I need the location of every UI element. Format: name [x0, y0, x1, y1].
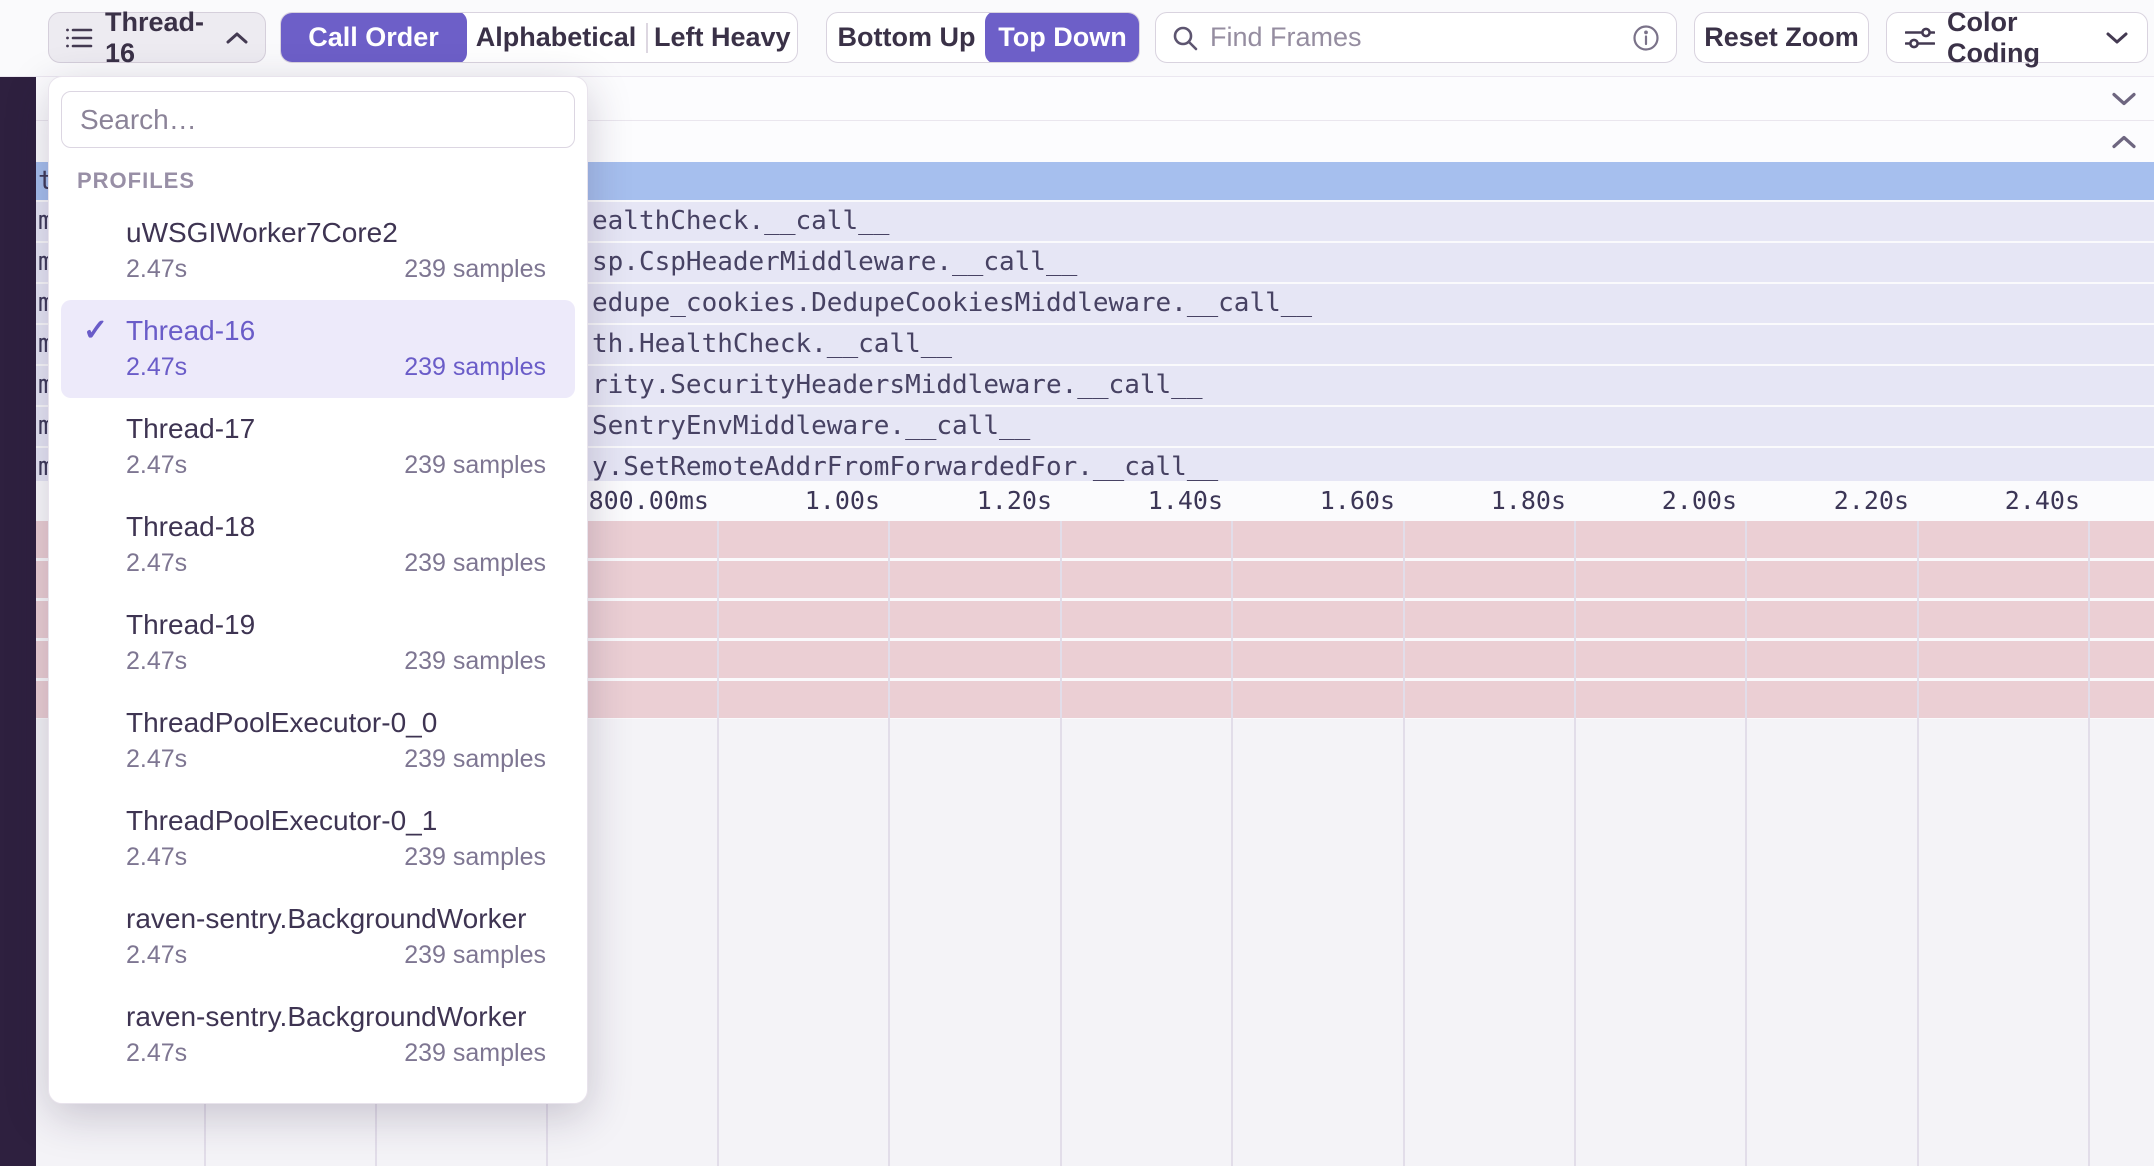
profile-list: uWSGIWorker7Core22.47s239 samples✓Thread…	[49, 202, 587, 1084]
profile-name: ThreadPoolExecutor-0_1	[126, 801, 546, 841]
profile-meta: 2.47s 239 samples	[126, 253, 546, 286]
expand-chevron-down-icon[interactable]	[2110, 91, 2138, 107]
axis-tick-label: 2.20s	[1739, 481, 1909, 521]
profile-name: Thread-18	[126, 507, 546, 547]
frame-label: th.HealthCheck.__call__	[592, 325, 952, 364]
profile-meta: 2.47s 239 samples	[126, 449, 546, 482]
profile-name: Thread-17	[126, 409, 546, 449]
direction-segmented-control: Bottom Up Top Down	[826, 12, 1140, 63]
color-coding-label: Color Coding	[1947, 7, 2093, 69]
reset-zoom-label: Reset Zoom	[1704, 22, 1859, 53]
tab-alphabetical[interactable]: Alphabetical	[466, 12, 646, 63]
list-icon	[65, 26, 93, 50]
profile-list-item[interactable]: ThreadPoolExecutor-0_12.47s 239 samples	[61, 790, 575, 888]
profile-name: uWSGIWorker7Core2	[126, 213, 546, 253]
profile-samples: 239 samples	[404, 843, 546, 872]
profile-samples: 239 samples	[404, 941, 546, 970]
frame-label: rity.SecurityHeadersMiddleware.__call__	[592, 366, 1202, 405]
toolbar: Thread-16 Call Order Alphabetical Left H…	[0, 0, 2154, 77]
thread-selector-label: Thread-16	[105, 7, 213, 69]
frame-label: ealthCheck.__call__	[592, 202, 889, 241]
profile-name: Thread-19	[126, 605, 546, 645]
profile-meta: 2.47s 239 samples	[126, 743, 546, 776]
profile-samples: 239 samples	[404, 647, 546, 676]
info-icon[interactable]	[1632, 24, 1660, 52]
collapse-chevron-up-icon[interactable]	[2110, 134, 2138, 150]
tab-call-order[interactable]: Call Order	[280, 12, 467, 63]
profile-name: Thread-16	[126, 311, 546, 351]
profile-meta: 2.47s 239 samples	[126, 645, 546, 678]
find-frames-placeholder: Find Frames	[1210, 22, 1620, 53]
profile-samples: 239 samples	[404, 451, 546, 480]
tab-top-down[interactable]: Top Down	[985, 12, 1140, 63]
profile-meta: 2.47s 239 samples	[126, 939, 546, 972]
profile-name: raven-sentry.BackgroundWorker	[126, 899, 546, 939]
profile-duration: 2.47s	[126, 843, 187, 872]
profile-samples: 239 samples	[404, 353, 546, 382]
chevron-up-icon	[225, 31, 249, 45]
tab-left-heavy[interactable]: Left Heavy	[648, 12, 798, 63]
profile-name: ThreadPoolExecutor-0_0	[126, 703, 546, 743]
axis-tick-label: 2.40s	[1910, 481, 2080, 521]
profile-name: raven-sentry.BackgroundWorker	[126, 997, 546, 1037]
find-frames-input[interactable]: Find Frames	[1155, 12, 1677, 63]
profile-meta: 2.47s 239 samples	[126, 1037, 546, 1070]
chevron-down-icon	[2105, 31, 2129, 45]
thread-dropdown: Search… PROFILES uWSGIWorker7Core22.47s2…	[48, 76, 588, 1104]
profile-duration: 2.47s	[126, 353, 187, 382]
profile-duration: 2.47s	[126, 647, 187, 676]
profile-list-item[interactable]: Thread-192.47s 239 samples	[61, 594, 575, 692]
profile-list-item[interactable]: Thread-172.47s 239 samples	[61, 398, 575, 496]
tab-bottom-up[interactable]: Bottom Up	[827, 12, 986, 63]
axis-tick-label: 1.80s	[1396, 481, 1566, 521]
profile-duration: 2.47s	[126, 941, 187, 970]
profile-list-item[interactable]: ✓ Thread-162.47s 239 samples	[61, 300, 575, 398]
sliders-icon	[1905, 26, 1935, 50]
profile-meta: 2.47s 239 samples	[126, 547, 546, 580]
color-coding-button[interactable]: Color Coding	[1886, 12, 2148, 63]
checkmark-icon: ✓	[83, 311, 108, 351]
profile-duration: 2.47s	[126, 745, 187, 774]
axis-tick-label: 2.00s	[1567, 481, 1737, 521]
profile-duration: 2.47s	[126, 255, 187, 284]
axis-tick-label: 1.00s	[710, 481, 880, 521]
profile-meta: 2.47s 239 samples	[126, 841, 546, 874]
profile-samples: 239 samples	[404, 1039, 546, 1068]
dropdown-search-input[interactable]: Search…	[61, 91, 575, 148]
frame-label: edupe_cookies.DedupeCookiesMiddleware.__…	[592, 284, 1312, 323]
profile-list-item[interactable]: Thread-182.47s 239 samples	[61, 496, 575, 594]
profile-samples: 239 samples	[404, 745, 546, 774]
axis-tick-label: 1.20s	[882, 481, 1052, 521]
profile-duration: 2.47s	[126, 451, 187, 480]
profile-list-item[interactable]: raven-sentry.BackgroundWorker2.47s 239 sa…	[61, 986, 575, 1084]
profile-samples: 239 samples	[404, 255, 546, 284]
axis-tick-label: 1.60s	[1225, 481, 1395, 521]
search-icon	[1172, 25, 1198, 51]
frame-label: SentryEnvMiddleware.__call__	[592, 407, 1030, 446]
profile-meta: 2.47s 239 samples	[126, 351, 546, 384]
dropdown-search-placeholder: Search…	[80, 104, 197, 136]
profile-samples: 239 samples	[404, 549, 546, 578]
profile-duration: 2.47s	[126, 549, 187, 578]
profile-duration: 2.47s	[126, 1039, 187, 1068]
frame-label: sp.CspHeaderMiddleware.__call__	[592, 243, 1077, 282]
sort-segmented-control: Call Order Alphabetical Left Heavy	[280, 12, 798, 63]
profiles-section-label: PROFILES	[77, 168, 587, 194]
reset-zoom-button[interactable]: Reset Zoom	[1694, 12, 1869, 63]
axis-tick-label: 1.40s	[1053, 481, 1223, 521]
profile-list-item[interactable]: raven-sentry.BackgroundWorker2.47s 239 sa…	[61, 888, 575, 986]
left-sidebar-strip	[0, 0, 36, 1166]
profile-list-item[interactable]: uWSGIWorker7Core22.47s 239 samples	[61, 202, 575, 300]
profile-list-item[interactable]: ThreadPoolExecutor-0_02.47s 239 samples	[61, 692, 575, 790]
thread-selector-button[interactable]: Thread-16	[48, 12, 266, 63]
